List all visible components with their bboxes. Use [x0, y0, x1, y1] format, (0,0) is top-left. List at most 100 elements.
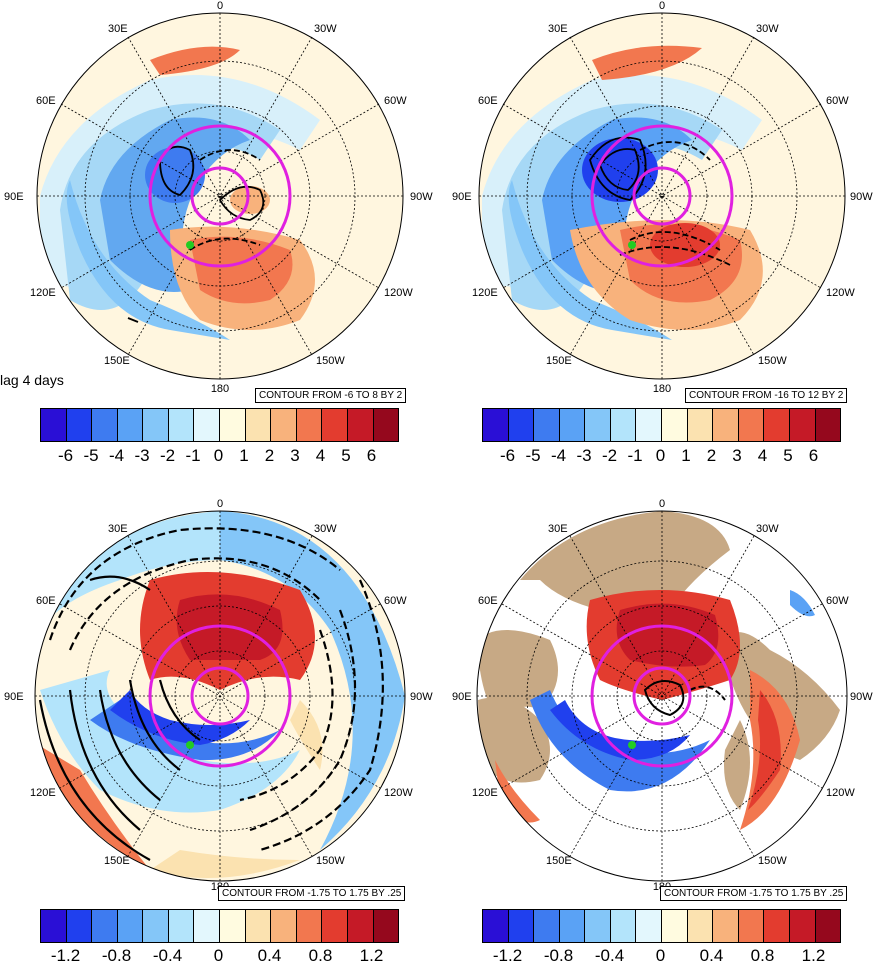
- color-cell: [610, 910, 637, 942]
- label-ul2: 60E: [36, 595, 56, 607]
- tick: -2: [159, 446, 176, 465]
- tick: 0: [213, 946, 224, 965]
- label-bottom: 180: [211, 383, 229, 395]
- color-cell: [245, 910, 272, 942]
- tick: -6: [499, 446, 516, 465]
- label-top: 0: [659, 0, 665, 12]
- color-cell: [373, 910, 399, 942]
- tick: 0.4: [257, 946, 282, 965]
- color-cell: [483, 910, 509, 942]
- map-panel-3: 0 180 90E 90W 30E 60E 30W 60W 120E 150E …: [0, 490, 440, 901]
- color-cell: [347, 910, 374, 942]
- color-cell: [117, 910, 144, 942]
- label-ll2: 150E: [104, 355, 130, 367]
- label-lr1: 120W: [826, 787, 855, 799]
- tick: -3: [134, 446, 150, 465]
- color-cell: [117, 409, 144, 441]
- color-cell: [534, 409, 560, 441]
- label-ll2: 150E: [104, 855, 130, 867]
- label-lr2: 150W: [758, 855, 787, 867]
- tick: 2: [706, 446, 717, 465]
- color-cell: [585, 910, 611, 942]
- color-cell: [713, 910, 739, 942]
- tick: 0.8: [308, 946, 333, 965]
- label-lr1: 120W: [384, 287, 413, 299]
- contour-info: CONTOUR FROM -1.75 TO 1.75 BY .25: [660, 886, 848, 901]
- color-cell: [271, 910, 297, 942]
- tick: 1.2: [359, 946, 384, 965]
- color-cell: [534, 910, 560, 942]
- color-cell: [194, 409, 221, 441]
- color-cell: [66, 409, 93, 441]
- colorbar-1-ticks: -6 -5 -4 -3 -2 -1 0 1 2 3 4 5 6: [40, 446, 397, 466]
- color-cell: [168, 409, 195, 441]
- label-ll1: 120E: [472, 787, 498, 799]
- contour-info: CONTOUR FROM -6 TO 8 BY 2: [255, 388, 407, 403]
- tick: -1: [627, 446, 643, 465]
- label-ur1: 30W: [314, 23, 337, 35]
- color-cell: [789, 409, 816, 441]
- tick: 6: [808, 446, 819, 465]
- tick: 1: [681, 446, 691, 465]
- label-ur2: 60W: [384, 95, 407, 107]
- tick: -5: [525, 446, 541, 465]
- label-ll2: 150E: [546, 855, 572, 867]
- tick: 4: [315, 446, 326, 465]
- label-left: 90E: [452, 691, 472, 703]
- tick: -1.2: [492, 946, 523, 965]
- label-ul1: 30E: [548, 523, 568, 535]
- colorbar-2: [482, 408, 841, 442]
- label-ur2: 60W: [384, 595, 407, 607]
- color-cell: [738, 409, 765, 441]
- label-ll1: 120E: [472, 287, 498, 299]
- color-cell: [194, 910, 221, 942]
- color-cell: [92, 409, 118, 441]
- color-cell: [66, 910, 93, 942]
- color-cell: [610, 409, 637, 441]
- color-cell: [347, 409, 374, 441]
- color-cell: [815, 409, 841, 441]
- map-panel-2: 0 180 90E 90W 30E 60E 30W 60W 120E 150E …: [440, 0, 874, 403]
- tick: -4: [108, 446, 125, 465]
- label-ll1: 120E: [30, 787, 56, 799]
- tick: 1: [239, 446, 249, 465]
- tick: -3: [576, 446, 592, 465]
- color-cell: [559, 910, 586, 942]
- tick: -5: [83, 446, 99, 465]
- label-lr2: 150W: [316, 855, 345, 867]
- label-ur1: 30W: [756, 523, 779, 535]
- tick: -0.8: [543, 946, 574, 965]
- label-right: 90W: [410, 691, 433, 703]
- color-cell: [764, 409, 790, 441]
- label-top: 0: [217, 498, 223, 510]
- tick: -4: [550, 446, 567, 465]
- tick: 0: [655, 946, 666, 965]
- colorbar-2-ticks: -6 -5 -4 -3 -2 -1 0 1 2 3 4 5 6: [482, 446, 839, 466]
- color-cell: [92, 910, 118, 942]
- label-ul1: 30E: [108, 523, 128, 535]
- label-ul1: 30E: [108, 23, 128, 35]
- label-top: 0: [217, 0, 223, 12]
- color-cell: [585, 409, 611, 441]
- polar-map-4: 0 180 90E 90W 30E 60E 30W 60W 120E 150E …: [452, 498, 873, 893]
- colorbar-1: [40, 408, 399, 442]
- color-cell: [483, 409, 509, 441]
- label-ll2: 150E: [546, 355, 572, 367]
- label-ll1: 120E: [30, 287, 56, 299]
- color-cell: [662, 409, 688, 441]
- color-cell: [245, 409, 272, 441]
- label-ur1: 30W: [756, 23, 779, 35]
- color-cell: [220, 409, 246, 441]
- color-cell: [738, 910, 765, 942]
- contour-info: CONTOUR FROM -16 TO 12 BY 2: [685, 388, 848, 403]
- label-bottom: 180: [653, 383, 671, 395]
- color-cell: [373, 409, 399, 441]
- tick: -0.8: [101, 946, 132, 965]
- color-cell: [508, 409, 535, 441]
- color-cell: [322, 910, 348, 942]
- color-cell: [764, 910, 790, 942]
- map-panel-4: 0 180 90E 90W 30E 60E 30W 60W 120E 150E …: [440, 490, 874, 901]
- color-cell: [41, 409, 67, 441]
- tick: 6: [366, 446, 377, 465]
- tick: 0.4: [699, 946, 724, 965]
